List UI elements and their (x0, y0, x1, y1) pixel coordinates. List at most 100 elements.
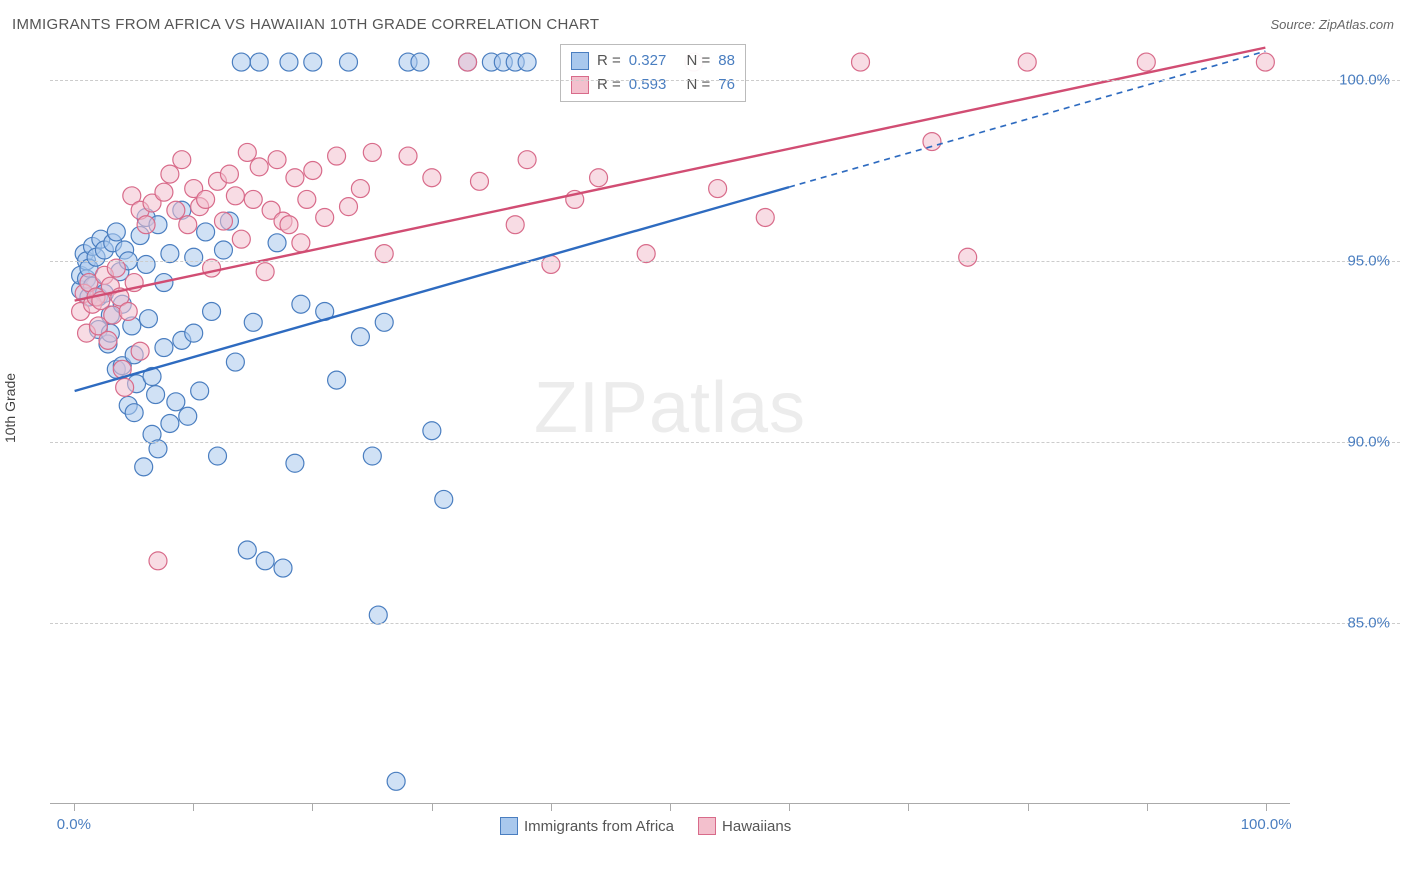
data-point (214, 212, 232, 230)
data-point (256, 263, 274, 281)
swatch-icon (571, 76, 589, 94)
data-point (116, 378, 134, 396)
x-tick (1266, 803, 1267, 811)
data-point (250, 158, 268, 176)
data-point (304, 162, 322, 180)
gridline (50, 623, 1400, 624)
data-point (340, 53, 358, 71)
data-point (107, 223, 125, 241)
swatch-icon (500, 817, 518, 835)
data-point (232, 230, 250, 248)
data-point (286, 454, 304, 472)
data-point (161, 415, 179, 433)
data-point (131, 342, 149, 360)
x-tick (432, 803, 433, 811)
data-point (459, 53, 477, 71)
data-point (137, 255, 155, 273)
data-point (147, 386, 165, 404)
data-point (387, 772, 405, 790)
data-point (238, 541, 256, 559)
data-point (137, 216, 155, 234)
data-point (226, 353, 244, 371)
x-tick (670, 803, 671, 811)
chart-header: IMMIGRANTS FROM AFRICA VS HAWAIIAN 10TH … (12, 12, 1394, 36)
data-point (280, 216, 298, 234)
x-tick (1147, 803, 1148, 811)
gridline (50, 261, 1400, 262)
data-point (1137, 53, 1155, 71)
data-point (161, 165, 179, 183)
data-point (1256, 53, 1274, 71)
data-point (316, 208, 334, 226)
data-point (256, 552, 274, 570)
bottom-legend: Immigrants from Africa Hawaiians (500, 817, 791, 835)
x-tick (551, 803, 552, 811)
data-point (280, 53, 298, 71)
data-point (173, 151, 191, 169)
data-point (542, 255, 560, 273)
data-point (959, 248, 977, 266)
data-point (167, 393, 185, 411)
data-point (191, 382, 209, 400)
bottom-legend-label: Immigrants from Africa (524, 818, 674, 835)
x-tick-label: 100.0% (1241, 816, 1292, 833)
data-point (637, 245, 655, 263)
x-tick (74, 803, 75, 811)
data-point (435, 490, 453, 508)
x-tick-label: 0.0% (57, 816, 91, 833)
x-tick (789, 803, 790, 811)
data-point (852, 53, 870, 71)
data-point (274, 559, 292, 577)
x-tick (193, 803, 194, 811)
data-point (328, 147, 346, 165)
data-point (351, 180, 369, 198)
data-point (185, 324, 203, 342)
data-point (375, 313, 393, 331)
data-point (167, 201, 185, 219)
x-tick (312, 803, 313, 811)
data-point (238, 143, 256, 161)
data-point (149, 552, 167, 570)
data-point (244, 190, 262, 208)
bottom-legend-item-1: Hawaiians (698, 817, 791, 835)
chart-title: IMMIGRANTS FROM AFRICA VS HAWAIIAN 10TH … (12, 16, 599, 33)
chart-source: Source: ZipAtlas.com (1270, 17, 1394, 32)
data-point (423, 169, 441, 187)
data-point (411, 53, 429, 71)
data-point (197, 223, 215, 241)
data-point (756, 208, 774, 226)
data-point (226, 187, 244, 205)
x-tick (1028, 803, 1029, 811)
data-point (119, 302, 137, 320)
swatch-icon (698, 817, 716, 835)
gridline (50, 80, 1400, 81)
data-point (518, 53, 536, 71)
data-point (155, 183, 173, 201)
data-point (340, 198, 358, 216)
gridline (50, 442, 1400, 443)
y-tick-label: 85.0% (1310, 615, 1390, 632)
data-point (179, 407, 197, 425)
y-axis-label: 10th Grade (2, 373, 18, 443)
data-point (179, 216, 197, 234)
scatter-svg (50, 44, 1290, 803)
data-point (250, 53, 268, 71)
data-point (328, 371, 346, 389)
data-point (363, 143, 381, 161)
data-point (203, 302, 221, 320)
stats-legend-row-1: R = 0.593 N = 76 (571, 73, 735, 97)
data-point (268, 234, 286, 252)
data-point (292, 234, 310, 252)
data-point (197, 190, 215, 208)
data-point (363, 447, 381, 465)
data-point (304, 53, 322, 71)
data-point (209, 447, 227, 465)
data-point (125, 404, 143, 422)
data-point (506, 216, 524, 234)
data-point (470, 172, 488, 190)
bottom-legend-label: Hawaiians (722, 818, 791, 835)
bottom-legend-item-0: Immigrants from Africa (500, 817, 674, 835)
data-point (155, 339, 173, 357)
data-point (161, 245, 179, 263)
data-point (923, 133, 941, 151)
